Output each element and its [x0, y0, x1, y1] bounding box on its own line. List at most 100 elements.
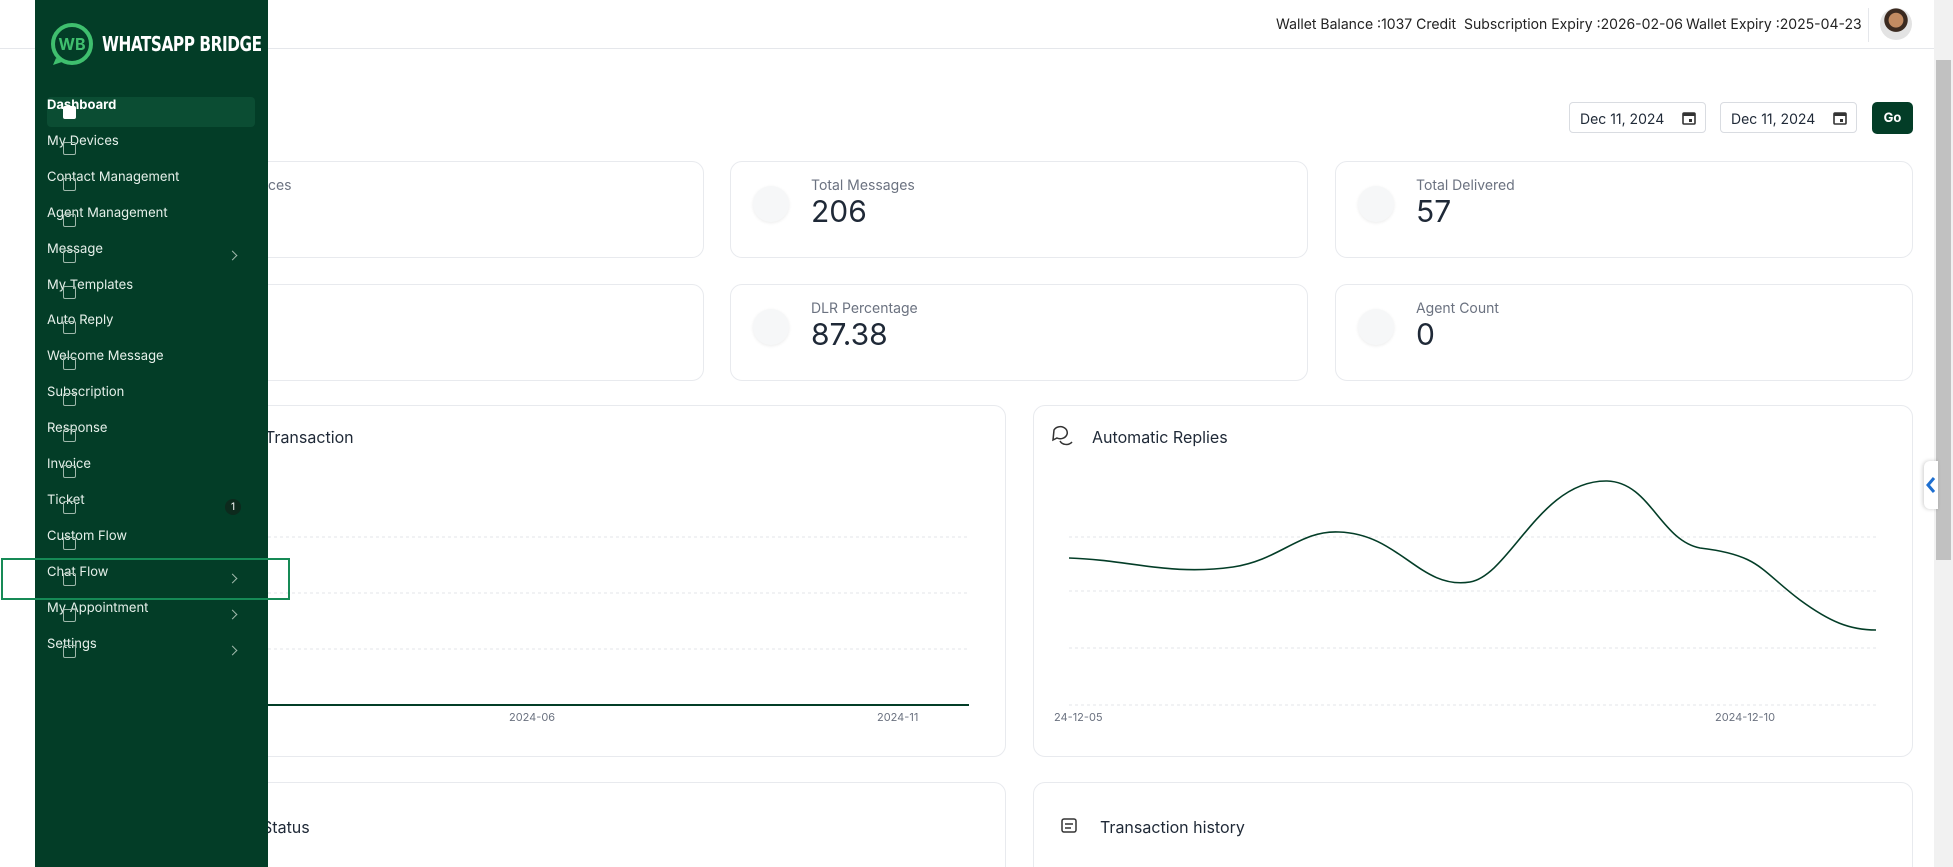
highlight-box: [1, 558, 290, 600]
stat-label: DLR Percentage: [811, 300, 918, 317]
menu-label: Invoice: [47, 456, 91, 472]
menu-icon: [63, 465, 76, 478]
menu-item[interactable]: Agent Management: [47, 205, 255, 235]
menu-label: Custom Flow: [47, 527, 128, 544]
menu-label: Welcome Message: [47, 348, 164, 365]
menu-label: My Templates: [47, 276, 134, 293]
chat-icon: [1052, 425, 1073, 446]
menu-label: Subscription: [47, 384, 125, 401]
menu-item[interactable]: My Appointment: [47, 600, 255, 630]
stat-card: [730, 161, 1308, 258]
menu-item[interactable]: Chat Flow: [47, 564, 255, 594]
x-label: 2024-12-10: [1715, 710, 1776, 724]
avatar[interactable]: [1880, 8, 1912, 40]
stat-card: [730, 284, 1308, 381]
menu-item[interactable]: My Templates: [47, 277, 255, 307]
top-bar: [0, 0, 1934, 49]
menu-icon: [63, 249, 76, 263]
menu-item[interactable]: Welcome Message: [47, 348, 255, 378]
menu-item[interactable]: Dashboard: [47, 97, 255, 127]
scrollbar-thumb[interactable]: [1936, 60, 1951, 560]
divider: [1868, 8, 1869, 42]
panel-title: Automatic Replies: [1092, 427, 1228, 447]
menu-icon: [63, 177, 76, 191]
stat-card: [1335, 161, 1913, 258]
menu-icon: [63, 500, 76, 514]
panel-title: Status: [262, 817, 310, 837]
svg-text:WB: WB: [58, 34, 85, 54]
stat-value: 0: [1416, 317, 1435, 353]
calendar-icon: [1833, 112, 1847, 125]
menu-label: Dashboard: [47, 97, 117, 113]
logo-icon: WB: [51, 23, 93, 65]
menu-item[interactable]: My Devices: [47, 133, 255, 163]
status-panel: [125, 782, 1006, 867]
stat-label: Total Messages: [811, 177, 915, 194]
chart-line: [1068, 480, 1877, 631]
menu-item[interactable]: Settings: [47, 636, 255, 666]
stat-label: ces: [268, 177, 292, 194]
menu-badge: 1: [225, 498, 241, 515]
menu-label: Settings: [47, 635, 97, 652]
menu-item[interactable]: Message: [47, 241, 255, 271]
menu-label: Response: [47, 420, 108, 437]
x-label: 2024-06: [509, 710, 556, 724]
menu-icon: [63, 106, 76, 119]
menu-icon: [63, 572, 76, 586]
menu-icon: [63, 213, 76, 227]
chevron-icon: [1926, 477, 1936, 493]
panel-title: Transaction: [265, 427, 354, 447]
menu-label: Ticket: [47, 491, 85, 508]
sidebar: WB WHATSAPP BRIDGE Dashboard My Devices Co…: [35, 0, 268, 867]
logo-text: WHATSAPP BRIDGE: [102, 32, 262, 56]
menu-icon: [63, 141, 76, 155]
menu-icon: [63, 357, 76, 371]
stat-card: [1335, 284, 1913, 381]
stat-value: 57: [1416, 194, 1452, 230]
collapse-tab[interactable]: [1924, 461, 1938, 509]
menu-label: Chat Flow: [47, 563, 109, 580]
menu-label: Auto Reply: [47, 312, 114, 329]
stat-value: 206: [811, 194, 867, 230]
transaction-panel: [125, 405, 1006, 757]
grid: [268, 536, 1877, 706]
go-button[interactable]: Go: [1872, 102, 1913, 134]
menu-label: My Appointment: [47, 599, 149, 616]
from-date[interactable]: Dec 11, 2024: [1569, 102, 1706, 133]
list-icon: [1061, 818, 1077, 833]
stat-icon: [1358, 309, 1394, 345]
stat-label: Agent Count: [1416, 300, 1499, 317]
menu-item[interactable]: Invoice: [47, 456, 255, 486]
menu-icon: [63, 608, 76, 622]
menu-item[interactable]: Response: [47, 420, 255, 450]
menu-item[interactable]: Custom Flow: [47, 528, 255, 558]
menu-item[interactable]: Auto Reply: [47, 312, 255, 342]
wallet-expiry: Wallet Expiry :2025-04-23: [1686, 16, 1862, 33]
x-label: 2024-11: [877, 710, 919, 724]
menu-label: My Devices: [47, 132, 119, 149]
menu-icon: [63, 536, 76, 550]
menu-label: Contact Management: [47, 168, 180, 185]
x-label: 24-12-05: [1054, 710, 1103, 724]
automatic-replies-panel: [1033, 405, 1913, 757]
stat-icon: [1358, 186, 1394, 222]
menu-icon: [63, 393, 76, 407]
stat-icon: [753, 186, 789, 222]
calendar-icon: [1682, 112, 1696, 125]
wallet-balance: Wallet Balance :1037 Credit: [1276, 16, 1457, 33]
menu-item[interactable]: Subscription: [47, 384, 255, 414]
menu-item[interactable]: Contact Management: [47, 169, 255, 199]
stat-value: 87.38: [811, 317, 888, 353]
to-date-text: Dec 11, 2024: [1731, 111, 1816, 128]
to-date[interactable]: Dec 11, 2024: [1720, 102, 1857, 133]
subscription-expiry: Subscription Expiry :2026-02-06: [1464, 16, 1683, 33]
menu-icon: [63, 429, 76, 443]
from-date-text: Dec 11, 2024: [1580, 111, 1665, 128]
stat-label: Total Delivered: [1416, 177, 1515, 194]
menu-item[interactable]: Ticket 1: [47, 492, 255, 522]
panel-title: Transaction history: [1100, 817, 1245, 837]
transaction-history-panel: [1033, 782, 1913, 867]
menu-label: Agent Management: [47, 204, 168, 221]
